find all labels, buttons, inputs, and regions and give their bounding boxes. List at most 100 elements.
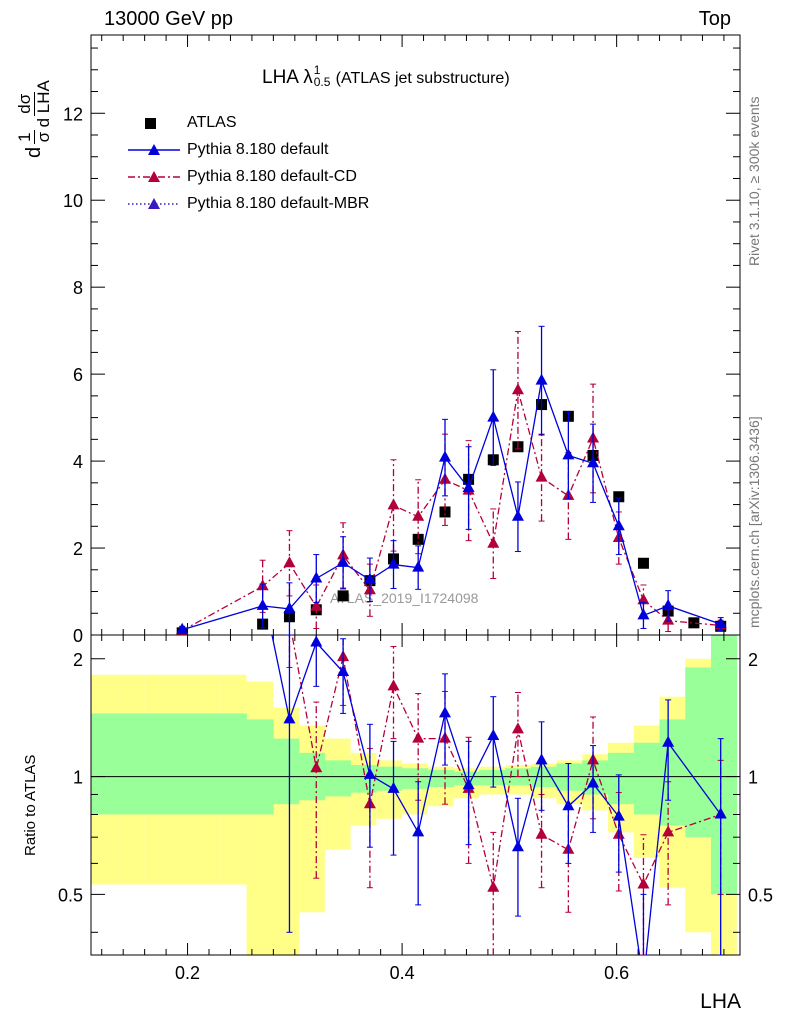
header-observable-label: Top xyxy=(698,8,731,30)
data-point-default xyxy=(310,571,323,583)
data-point-cd xyxy=(387,498,400,510)
legend-label-atlas: ATLAS xyxy=(187,114,237,131)
band-inner-bin xyxy=(427,769,454,788)
chart-title-suffix: (ATLAS jet substructure) xyxy=(335,70,510,88)
y-tick-label-main: 6 xyxy=(73,365,83,385)
ratio-point-default xyxy=(487,728,500,740)
band-inner-bin xyxy=(195,713,222,815)
y-tick-label-ratio-right: 1 xyxy=(748,768,758,788)
data-point-cd xyxy=(310,599,323,611)
ratio-point-default xyxy=(612,809,625,821)
data-point-default xyxy=(462,481,475,493)
data-point-default xyxy=(412,560,425,572)
data-point-default xyxy=(256,598,269,610)
ratio-point-default xyxy=(637,974,649,985)
legend-marker-square-icon xyxy=(145,118,156,129)
y-tick-label-ratio: 1 xyxy=(73,768,83,788)
legend-line-mbr-icon xyxy=(128,198,180,209)
y-tick-label-main: 10 xyxy=(63,191,83,211)
band-inner-bin xyxy=(659,719,686,826)
legend-line-cd-icon xyxy=(128,171,180,182)
atlas-data-point xyxy=(337,590,349,602)
ratio-point-default xyxy=(387,781,400,793)
ratio-point-default xyxy=(363,767,376,779)
y-tick-label-ratio-right: 2 xyxy=(748,650,758,670)
data-point-default xyxy=(283,601,296,613)
data-point-default xyxy=(511,509,524,521)
ratio-point-default xyxy=(562,799,575,811)
ratio-point-default xyxy=(439,706,451,718)
ratio-point-default xyxy=(337,665,350,677)
band-inner-bin xyxy=(402,768,429,789)
data-point-cd xyxy=(535,470,548,482)
data-point-default xyxy=(176,622,189,634)
legend-entry-cd: Pythia 8.180 default-CD xyxy=(127,164,377,190)
y-tick-label-main: 12 xyxy=(63,104,83,124)
data-point-cd xyxy=(283,556,296,568)
legend-label-cd: Pythia 8.180 default-CD xyxy=(187,168,357,185)
ratio-point-default xyxy=(587,776,600,788)
data-point-default xyxy=(637,608,650,620)
atlas-data-point xyxy=(613,491,625,503)
legend-label-default: Pythia 8.180 default xyxy=(187,141,329,158)
legend-label-mbr: Pythia 8.180 default-MBR xyxy=(187,195,370,212)
main-series-group xyxy=(176,325,727,635)
y-tick-label-main: 8 xyxy=(73,278,83,298)
data-point-default xyxy=(535,373,548,385)
ratio-point-default xyxy=(283,712,296,724)
data-point-cd xyxy=(511,383,524,395)
legend-entry-default: Pythia 8.180 default xyxy=(127,137,377,163)
chart-title: LHA λ 1 0.5 (ATLAS jet substructure) xyxy=(262,63,510,90)
data-point-default xyxy=(439,450,451,462)
ratio-point-default xyxy=(662,735,675,747)
ratio-point-default xyxy=(462,778,475,790)
x-axis-title: LHA xyxy=(700,990,741,1013)
data-point-cd xyxy=(487,536,500,548)
ratio-point-cd xyxy=(310,761,323,773)
ratio-point-default xyxy=(176,548,188,559)
band-inner-bin xyxy=(711,635,738,895)
x-tick-label: 0.6 xyxy=(604,963,629,983)
atlas-data-point xyxy=(688,617,700,629)
chart-title-main: LHA λ xyxy=(262,67,313,89)
atlas-data-point xyxy=(637,557,649,569)
band-inner-bin xyxy=(324,760,351,797)
band-inner-bin xyxy=(220,713,247,815)
ratio-point-cd xyxy=(487,880,500,892)
band-inner-bin xyxy=(246,719,274,815)
band-inner-bin xyxy=(169,713,196,815)
band-inner-bin xyxy=(118,713,145,815)
x-tick-label: 0.2 xyxy=(175,963,200,983)
ratio-point-default xyxy=(535,753,548,765)
y-tick-label-main: 2 xyxy=(73,539,83,559)
data-point-cd xyxy=(637,593,650,605)
y-tick-label-ratio: 2 xyxy=(73,650,83,670)
chart-title-superscript: 1 xyxy=(313,63,321,77)
ratio-plot-frame xyxy=(90,634,741,956)
ratio-point-cd xyxy=(511,722,524,734)
y-tick-label-ratio-right: 0.5 xyxy=(748,885,773,905)
band-inner-bin xyxy=(556,763,583,791)
data-point-default xyxy=(714,617,727,629)
ratio-point-default xyxy=(714,807,727,819)
ratio-point-default xyxy=(412,825,425,837)
data-point-default xyxy=(587,456,600,468)
ratio-point-cd xyxy=(662,825,675,837)
chart-title-subscript: 0.5 xyxy=(313,75,331,89)
ratio-bands xyxy=(91,635,738,955)
ratio-point-default xyxy=(511,840,524,852)
y-tick-label-ratio: 0.5 xyxy=(58,885,83,905)
legend-entry-mbr: Pythia 8.180 default-MBR xyxy=(127,191,377,217)
data-point-default xyxy=(562,448,575,460)
band-inner-bin xyxy=(685,667,712,838)
band-inner-bin xyxy=(91,713,120,815)
ratio-point-cd xyxy=(387,679,400,691)
data-point-default xyxy=(612,519,625,531)
legend-entry-atlas: ATLAS xyxy=(127,110,377,136)
data-point-default xyxy=(337,555,350,567)
header-process-label: 13000 GeV pp xyxy=(104,8,233,30)
data-point-default xyxy=(662,598,675,610)
y-tick-label-main: 4 xyxy=(73,452,83,472)
ratio-point-cd xyxy=(412,731,425,743)
x-tick-label: 0.4 xyxy=(390,963,415,983)
